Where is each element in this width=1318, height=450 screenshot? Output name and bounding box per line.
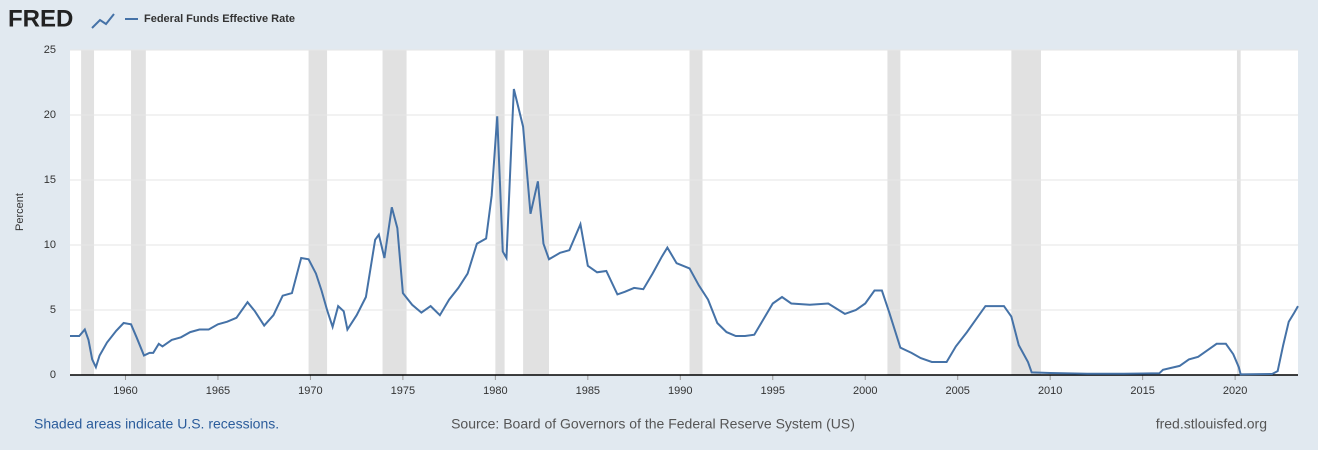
y-axis-title: Percent: [14, 193, 26, 231]
x-tick-label: 1980: [483, 385, 507, 397]
x-tick-label: 1960: [113, 385, 137, 397]
logo-icon: [91, 13, 115, 29]
site-url[interactable]: fred.stlouisfed.org: [1156, 416, 1267, 432]
y-tick-label: 5: [50, 304, 56, 316]
x-tick-label: 2010: [1038, 385, 1062, 397]
recession-band: [308, 50, 328, 375]
recession-band: [689, 50, 703, 375]
plot-area: [70, 50, 1298, 375]
legend-label: Federal Funds Effective Rate: [144, 13, 295, 25]
y-tick-label: 0: [50, 369, 56, 381]
x-tick-label: 1965: [206, 385, 230, 397]
x-tick-label: 1970: [298, 385, 322, 397]
y-tick-label: 10: [44, 239, 56, 251]
series-line: [70, 88, 1299, 376]
recession-band: [887, 50, 901, 375]
recession-band: [523, 50, 549, 375]
logo[interactable]: FRED: [8, 5, 73, 32]
recession-band: [1236, 50, 1241, 375]
x-tick-label: 1995: [761, 385, 785, 397]
x-tick-label: 1990: [668, 385, 692, 397]
x-tick-label: 2005: [945, 385, 969, 397]
x-tick-label: 2000: [853, 385, 877, 397]
source: Source: Board of Governors of the Federa…: [451, 416, 855, 432]
recession-band: [382, 50, 407, 375]
x-tick-label: 2020: [1223, 385, 1247, 397]
recession-band: [131, 50, 146, 375]
recession-note[interactable]: Shaded areas indicate U.S. recessions.: [34, 416, 279, 432]
recession-band: [1011, 50, 1041, 375]
x-tick-label: 1985: [576, 385, 600, 397]
recession-band: [81, 50, 95, 375]
x-tick-label: 1975: [391, 385, 415, 397]
y-tick-label: 20: [44, 109, 56, 121]
y-tick-label: 25: [44, 44, 56, 56]
x-tick-label: 2015: [1130, 385, 1154, 397]
recession-band: [495, 50, 505, 375]
y-tick-label: 15: [44, 174, 56, 186]
